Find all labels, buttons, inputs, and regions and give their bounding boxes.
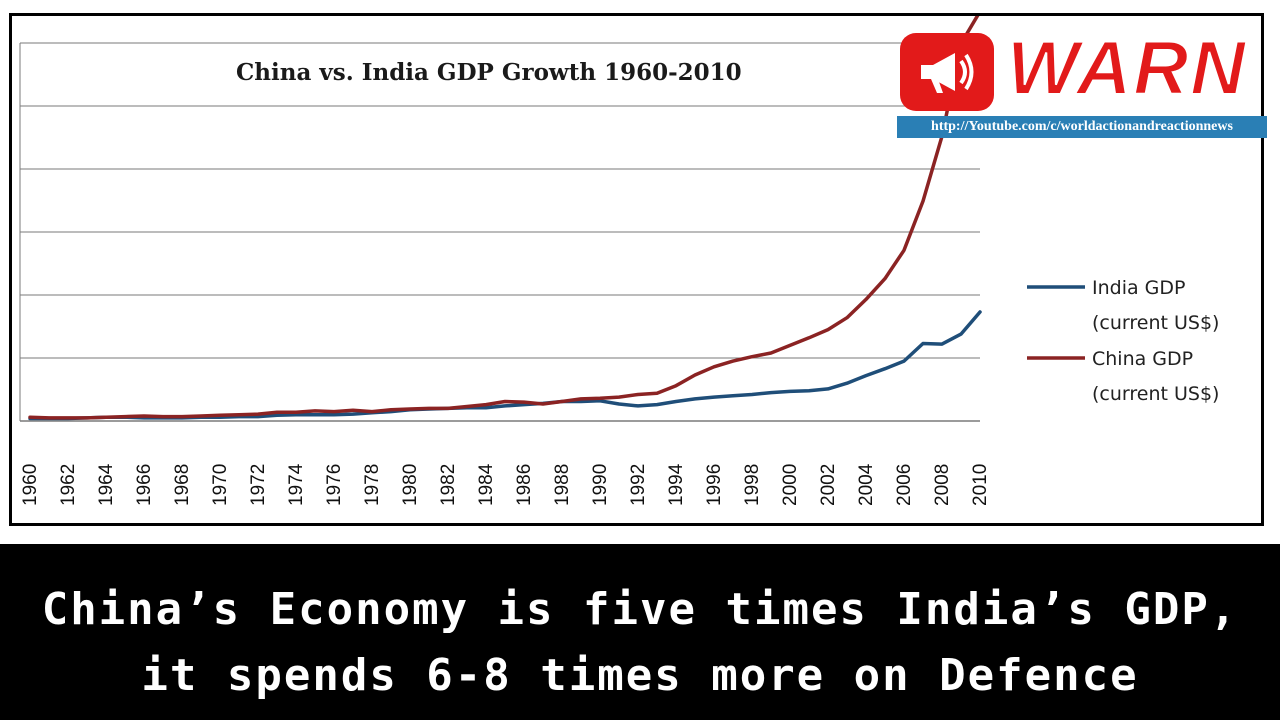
x-tick-label: 2000 — [780, 464, 801, 506]
x-tick-label: 1984 — [476, 463, 497, 506]
x-tick-label: 2010 — [970, 464, 991, 506]
x-tick-label: 1990 — [590, 464, 611, 506]
line-chart: 1960 1962 1964 1966 1968 1970 1972 1974 1976 1978… — [19, 16, 1219, 506]
x-tick-label: 1972 — [248, 464, 269, 506]
chart-title: China vs. India GDP Growth 1960-2010 — [236, 59, 742, 86]
x-tick-label: 1998 — [742, 464, 763, 506]
x-tick-label: 2004 — [856, 463, 877, 506]
warn-logo: WARN — [900, 26, 1260, 112]
megaphone-icon — [900, 33, 994, 111]
x-tick-label: 1970 — [210, 464, 231, 506]
x-tick-label: 1996 — [704, 464, 725, 506]
legend-china-label: China GDP — [1092, 348, 1193, 370]
x-tick-label: 1988 — [552, 464, 573, 506]
legend: India GDP (current US$) China GDP (current … — [1027, 277, 1219, 405]
x-tick-label: 1978 — [362, 464, 383, 506]
legend-india-unit: (current US$) — [1092, 312, 1219, 334]
x-tick-label: 1982 — [438, 464, 459, 506]
china-gdp-line — [28, 16, 980, 420]
x-tick-label: 1968 — [172, 464, 193, 506]
x-tick-label: 1974 — [286, 463, 307, 506]
warn-logo-text: WARN — [1006, 26, 1248, 112]
x-tick-label: 1992 — [628, 464, 649, 506]
legend-india-label: India GDP — [1092, 277, 1185, 299]
x-axis-ticks: 1960 1962 1964 1966 1968 1970 1972 1974 1976 1978… — [20, 463, 991, 506]
x-tick-label: 1966 — [134, 464, 155, 506]
x-tick-label: 2006 — [894, 464, 915, 506]
x-tick-label: 2002 — [818, 464, 839, 506]
caption-line-2: it spends 6-8 times more on Defence — [141, 650, 1139, 701]
channel-url[interactable]: http://Youtube.com/c/worldactionandreact… — [897, 116, 1267, 138]
x-tick-label: 2008 — [932, 464, 953, 506]
series-layer — [28, 16, 982, 421]
x-tick-label: 1964 — [96, 463, 117, 506]
x-tick-label: 1960 — [20, 464, 41, 506]
grid-layer — [19, 42, 980, 422]
caption-line-1: China’s Economy is five times India’s GD… — [41, 584, 1239, 635]
legend-china-unit: (current US$) — [1092, 383, 1219, 405]
x-tick-label: 1962 — [58, 464, 79, 506]
x-tick-label: 1986 — [514, 464, 535, 506]
x-tick-label: 1976 — [324, 464, 345, 506]
chart-frame: 1960 1962 1964 1966 1968 1970 1972 1974 1976 1978… — [9, 13, 1264, 526]
x-tick-label: 1980 — [400, 464, 421, 506]
caption-banner: China’s Economy is five times India’s GD… — [0, 544, 1280, 720]
x-tick-label: 1994 — [666, 463, 687, 506]
